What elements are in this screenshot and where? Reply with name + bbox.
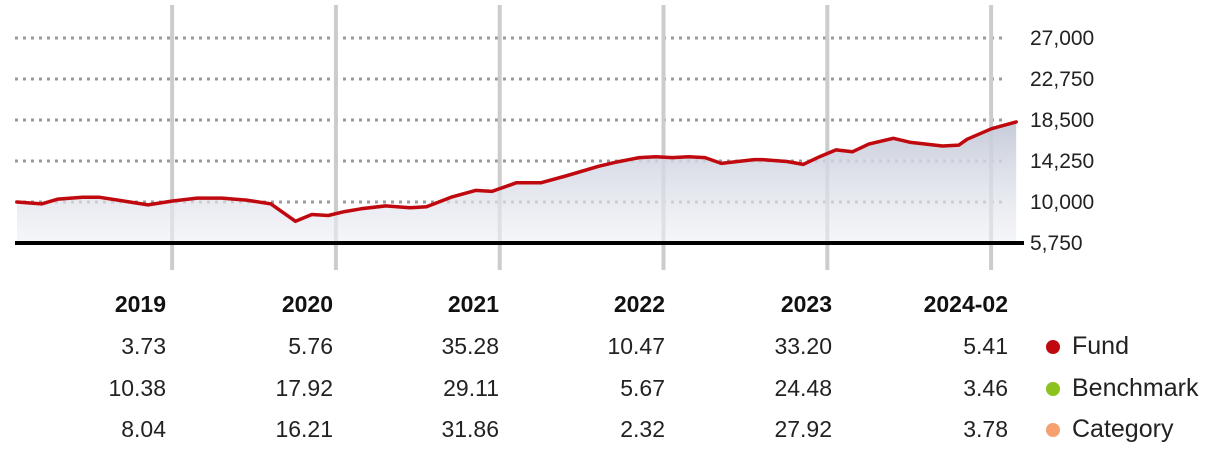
area-fill [17, 121, 1017, 243]
table-cell: 8.04 [121, 416, 166, 442]
table-cell: 10.47 [607, 333, 665, 359]
table-cell: 10.38 [108, 375, 166, 401]
y-axis-ticks: 27,000 22,750 18,500 14,250 10,000 5,750 [1030, 27, 1094, 255]
y-tick-label: 5,750 [1030, 232, 1083, 255]
column-header: 2023 [781, 291, 832, 317]
table-cell: 2.32 [620, 416, 665, 442]
table-cell: 3.46 [963, 375, 1008, 401]
table-cell: 17.92 [275, 375, 333, 401]
table-cell: 5.76 [288, 333, 333, 359]
legend-label: Benchmark [1072, 374, 1199, 402]
y-tick-label: 27,000 [1030, 27, 1094, 50]
table-cell: 27.92 [774, 416, 832, 442]
table-cell: 16.21 [275, 416, 333, 442]
legend-label: Category [1072, 415, 1174, 443]
table-cell: 29.11 [443, 375, 499, 401]
area-under-fund [17, 121, 1017, 243]
table-cell: 24.48 [774, 375, 832, 401]
column-header: 2022 [614, 291, 665, 317]
legend-marker [1046, 423, 1060, 437]
y-tick-label: 22,750 [1030, 68, 1094, 91]
table-cell: 3.78 [963, 416, 1008, 442]
table-cell: 5.67 [620, 375, 665, 401]
column-header: 2019 [115, 291, 166, 317]
series-line-fund [15, 120, 1018, 224]
y-tick-label: 10,000 [1030, 191, 1094, 214]
column-header: 2020 [282, 291, 333, 317]
column-header: 2021 [448, 291, 499, 317]
table-cell: 3.73 [121, 333, 166, 359]
y-tick-label: 18,500 [1030, 109, 1094, 132]
column-header: 2024-02 [924, 291, 1008, 317]
returns-table: 2019 2020 2021 2022 2023 2024-02 3.73 5.76 35.28… [108, 291, 1199, 443]
table-cell: 5.41 [963, 333, 1008, 359]
legend-marker [1046, 340, 1060, 354]
legend-marker [1046, 382, 1060, 396]
y-tick-label: 14,250 [1030, 150, 1094, 173]
table-cell: 33.20 [774, 333, 832, 359]
legend-label: Fund [1072, 332, 1129, 360]
table-cell: 35.28 [441, 333, 499, 359]
series-lines [15, 120, 1018, 224]
table-cell: 31.86 [441, 416, 499, 442]
